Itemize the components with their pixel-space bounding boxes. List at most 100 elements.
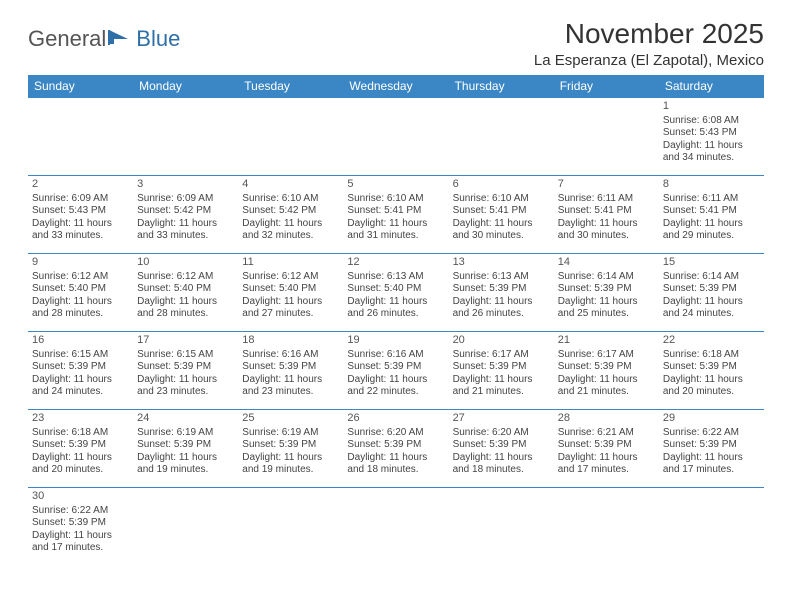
day-cell: 24Sunrise: 6:19 AMSunset: 5:39 PMDayligh… — [133, 410, 238, 488]
day-cell: 14Sunrise: 6:14 AMSunset: 5:39 PMDayligh… — [554, 254, 659, 332]
day-cell: 11Sunrise: 6:12 AMSunset: 5:40 PMDayligh… — [238, 254, 343, 332]
daylight-line: Daylight: 11 hours and 25 minutes. — [558, 296, 655, 321]
day-number: 17 — [137, 334, 234, 348]
day-cell: 6Sunrise: 6:10 AMSunset: 5:41 PMDaylight… — [449, 176, 554, 254]
day-number: 5 — [347, 178, 444, 192]
day-number: 25 — [242, 412, 339, 426]
day-cell: 26Sunrise: 6:20 AMSunset: 5:39 PMDayligh… — [343, 410, 448, 488]
day-cell: 23Sunrise: 6:18 AMSunset: 5:39 PMDayligh… — [28, 410, 133, 488]
empty-cell — [659, 488, 764, 566]
sunrise-line: Sunrise: 6:15 AM — [32, 349, 129, 362]
day-number: 11 — [242, 256, 339, 270]
day-cell: 19Sunrise: 6:16 AMSunset: 5:39 PMDayligh… — [343, 332, 448, 410]
calendar-table: SundayMondayTuesdayWednesdayThursdayFrid… — [28, 75, 764, 566]
day-number: 6 — [453, 178, 550, 192]
day-number: 9 — [32, 256, 129, 270]
sunrise-line: Sunrise: 6:20 AM — [453, 427, 550, 440]
weekday-header: Friday — [554, 75, 659, 98]
daylight-line: Daylight: 11 hours and 30 minutes. — [453, 218, 550, 243]
day-cell: 17Sunrise: 6:15 AMSunset: 5:39 PMDayligh… — [133, 332, 238, 410]
calendar-row: 1Sunrise: 6:08 AMSunset: 5:43 PMDaylight… — [28, 98, 764, 176]
daylight-line: Daylight: 11 hours and 24 minutes. — [663, 296, 760, 321]
daylight-line: Daylight: 11 hours and 27 minutes. — [242, 296, 339, 321]
sunrise-line: Sunrise: 6:12 AM — [137, 271, 234, 284]
day-cell: 21Sunrise: 6:17 AMSunset: 5:39 PMDayligh… — [554, 332, 659, 410]
day-number: 12 — [347, 256, 444, 270]
sunrise-line: Sunrise: 6:16 AM — [242, 349, 339, 362]
calendar-row: 2Sunrise: 6:09 AMSunset: 5:43 PMDaylight… — [28, 176, 764, 254]
daylight-line: Daylight: 11 hours and 24 minutes. — [32, 374, 129, 399]
daylight-line: Daylight: 11 hours and 17 minutes. — [32, 530, 129, 555]
empty-cell — [554, 488, 659, 566]
day-cell: 18Sunrise: 6:16 AMSunset: 5:39 PMDayligh… — [238, 332, 343, 410]
empty-cell — [449, 488, 554, 566]
empty-cell — [343, 488, 448, 566]
sunset-line: Sunset: 5:43 PM — [663, 127, 760, 140]
empty-cell — [133, 98, 238, 176]
sunrise-line: Sunrise: 6:12 AM — [242, 271, 339, 284]
day-cell: 25Sunrise: 6:19 AMSunset: 5:39 PMDayligh… — [238, 410, 343, 488]
day-cell: 3Sunrise: 6:09 AMSunset: 5:42 PMDaylight… — [133, 176, 238, 254]
daylight-line: Daylight: 11 hours and 26 minutes. — [347, 296, 444, 321]
flag-icon — [108, 29, 132, 47]
sunset-line: Sunset: 5:40 PM — [347, 283, 444, 296]
sunrise-line: Sunrise: 6:13 AM — [347, 271, 444, 284]
sunrise-line: Sunrise: 6:09 AM — [32, 193, 129, 206]
calendar-row: 9Sunrise: 6:12 AMSunset: 5:40 PMDaylight… — [28, 254, 764, 332]
day-cell: 30Sunrise: 6:22 AMSunset: 5:39 PMDayligh… — [28, 488, 133, 566]
sunset-line: Sunset: 5:39 PM — [32, 439, 129, 452]
title-block: November 2025 La Esperanza (El Zapotal),… — [534, 18, 764, 69]
weekday-header: Sunday — [28, 75, 133, 98]
daylight-line: Daylight: 11 hours and 21 minutes. — [558, 374, 655, 399]
sunrise-line: Sunrise: 6:17 AM — [558, 349, 655, 362]
sunrise-line: Sunrise: 6:20 AM — [347, 427, 444, 440]
sunrise-line: Sunrise: 6:22 AM — [663, 427, 760, 440]
day-cell: 13Sunrise: 6:13 AMSunset: 5:39 PMDayligh… — [449, 254, 554, 332]
sunset-line: Sunset: 5:39 PM — [32, 361, 129, 374]
day-cell: 4Sunrise: 6:10 AMSunset: 5:42 PMDaylight… — [238, 176, 343, 254]
sunset-line: Sunset: 5:41 PM — [453, 205, 550, 218]
sunset-line: Sunset: 5:39 PM — [558, 361, 655, 374]
daylight-line: Daylight: 11 hours and 17 minutes. — [663, 452, 760, 477]
day-number: 20 — [453, 334, 550, 348]
weekday-header-row: SundayMondayTuesdayWednesdayThursdayFrid… — [28, 75, 764, 98]
day-cell: 1Sunrise: 6:08 AMSunset: 5:43 PMDaylight… — [659, 98, 764, 176]
day-cell: 12Sunrise: 6:13 AMSunset: 5:40 PMDayligh… — [343, 254, 448, 332]
sunrise-line: Sunrise: 6:09 AM — [137, 193, 234, 206]
day-cell: 2Sunrise: 6:09 AMSunset: 5:43 PMDaylight… — [28, 176, 133, 254]
calendar-row: 30Sunrise: 6:22 AMSunset: 5:39 PMDayligh… — [28, 488, 764, 566]
sunset-line: Sunset: 5:39 PM — [453, 283, 550, 296]
day-number: 4 — [242, 178, 339, 192]
sunrise-line: Sunrise: 6:12 AM — [32, 271, 129, 284]
sunset-line: Sunset: 5:40 PM — [32, 283, 129, 296]
sunset-line: Sunset: 5:39 PM — [137, 361, 234, 374]
logo-text-blue: Blue — [136, 26, 180, 52]
sunrise-line: Sunrise: 6:19 AM — [242, 427, 339, 440]
day-cell: 7Sunrise: 6:11 AMSunset: 5:41 PMDaylight… — [554, 176, 659, 254]
day-cell: 27Sunrise: 6:20 AMSunset: 5:39 PMDayligh… — [449, 410, 554, 488]
daylight-line: Daylight: 11 hours and 34 minutes. — [663, 140, 760, 165]
day-cell: 16Sunrise: 6:15 AMSunset: 5:39 PMDayligh… — [28, 332, 133, 410]
daylight-line: Daylight: 11 hours and 32 minutes. — [242, 218, 339, 243]
day-cell: 10Sunrise: 6:12 AMSunset: 5:40 PMDayligh… — [133, 254, 238, 332]
daylight-line: Daylight: 11 hours and 29 minutes. — [663, 218, 760, 243]
day-number: 23 — [32, 412, 129, 426]
sunrise-line: Sunrise: 6:17 AM — [453, 349, 550, 362]
day-number: 14 — [558, 256, 655, 270]
sunset-line: Sunset: 5:42 PM — [137, 205, 234, 218]
sunrise-line: Sunrise: 6:19 AM — [137, 427, 234, 440]
day-cell: 8Sunrise: 6:11 AMSunset: 5:41 PMDaylight… — [659, 176, 764, 254]
sunset-line: Sunset: 5:40 PM — [137, 283, 234, 296]
sunrise-line: Sunrise: 6:13 AM — [453, 271, 550, 284]
sunset-line: Sunset: 5:39 PM — [558, 283, 655, 296]
sunset-line: Sunset: 5:42 PM — [242, 205, 339, 218]
header: General Blue November 2025 La Esperanza … — [28, 18, 764, 69]
location: La Esperanza (El Zapotal), Mexico — [534, 52, 764, 69]
sunrise-line: Sunrise: 6:14 AM — [558, 271, 655, 284]
sunrise-line: Sunrise: 6:15 AM — [137, 349, 234, 362]
month-title: November 2025 — [534, 18, 764, 50]
daylight-line: Daylight: 11 hours and 28 minutes. — [137, 296, 234, 321]
day-number: 3 — [137, 178, 234, 192]
sunrise-line: Sunrise: 6:21 AM — [558, 427, 655, 440]
sunrise-line: Sunrise: 6:22 AM — [32, 505, 129, 518]
